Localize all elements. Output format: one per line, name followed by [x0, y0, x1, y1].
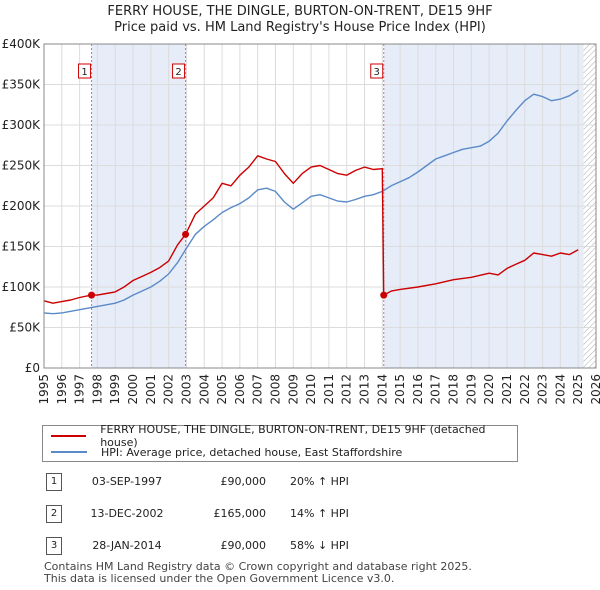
sale-marker-label: 3: [374, 67, 380, 78]
x-tick-label: 2025: [571, 374, 585, 405]
table-row: 2 13-DEC-2002 £165,000 14% ↑ HPI: [42, 504, 442, 524]
sale-marker-box: [78, 63, 92, 79]
sale-date: 03-SEP-1997: [91, 475, 163, 488]
y-tick-label: £250K: [2, 159, 42, 173]
x-tick-label: 2006: [233, 374, 247, 405]
legend-item-hpi: HPI: Average price, detached house, East…: [51, 444, 402, 460]
x-tick-label: 2022: [518, 374, 532, 405]
x-tick-label: 2011: [322, 374, 336, 405]
footer-copyright: Contains HM Land Registry data © Crown c…: [44, 560, 472, 573]
table-row: 1 03-SEP-1997 £90,000 20% ↑ HPI: [42, 472, 442, 492]
sale-marker-box: [370, 63, 384, 79]
sale-point: [182, 230, 190, 238]
x-tick-label: 1998: [90, 374, 104, 405]
sale-price: £90,000: [220, 475, 267, 488]
sale-date: 13-DEC-2002: [90, 507, 164, 520]
y-tick-label: £100K: [2, 280, 42, 294]
sale-date: 28-JAN-2014: [92, 539, 162, 552]
x-tick-label: 2018: [447, 374, 461, 405]
sale-number-badge: 1: [46, 473, 62, 491]
x-tick-label: 2026: [589, 374, 600, 405]
legend-swatch-hpi: [51, 451, 87, 453]
x-tick-label: 2001: [144, 374, 158, 405]
y-tick-label: £200K: [2, 199, 42, 213]
y-tick-label: £50K: [9, 321, 41, 335]
legend-item-property: FERRY HOUSE, THE DINGLE, BURTON-ON-TRENT…: [51, 423, 517, 449]
property-price-line: [43, 155, 579, 304]
sale-price: £165,000: [213, 507, 267, 520]
x-tick-label: 2024: [553, 374, 567, 405]
x-tick-label: 2010: [304, 374, 318, 405]
y-tick-label: £400K: [2, 37, 42, 51]
sale-marker-label: 1: [81, 67, 87, 78]
sale-marker-box: [172, 63, 186, 79]
legend-swatch-property: [51, 435, 87, 437]
table-row: 3 28-JAN-2014 £90,000 58% ↓ HPI: [42, 536, 442, 556]
sale-number-badge: 3: [46, 537, 62, 555]
hpi-line: [43, 89, 579, 315]
sale-hpi-diff: 20% ↑ HPI: [290, 475, 349, 488]
sale-hpi-diff: 14% ↑ HPI: [290, 507, 349, 520]
x-tick-label: 2008: [268, 374, 282, 405]
legend-label-hpi: HPI: Average price, detached house, East…: [101, 445, 403, 459]
chart-legend: FERRY HOUSE, THE DINGLE, BURTON-ON-TRENT…: [42, 423, 518, 462]
sale-number-badge: 2: [46, 505, 62, 523]
x-tick-label: 2020: [482, 374, 496, 405]
x-tick-label: 2023: [536, 374, 550, 405]
chart-subtitle: Price paid vs. HM Land Registry's House …: [114, 20, 486, 35]
plot-frame: [43, 43, 597, 369]
sale-marker-label: 2: [175, 67, 181, 78]
legend-label-property: FERRY HOUSE, THE DINGLE, BURTON-ON-TRENT…: [100, 423, 486, 449]
sale-price: £90,000: [220, 539, 267, 552]
x-tick-label: 2003: [179, 374, 193, 405]
footer-licence: This data is licensed under the Open Gov…: [44, 572, 395, 585]
x-tick-label: 1997: [73, 374, 87, 405]
x-tick-label: 2004: [197, 374, 211, 405]
x-tick-label: 1995: [37, 374, 51, 405]
x-tick-label: 2012: [340, 374, 354, 405]
x-tick-label: 2016: [411, 374, 425, 405]
y-tick-label: £300K: [2, 118, 42, 132]
x-tick-label: 2017: [429, 374, 443, 405]
x-tick-label: 2021: [500, 374, 514, 405]
x-tick-label: 2005: [215, 374, 229, 405]
chart-title: FERRY HOUSE, THE DINGLE, BURTON-ON-TRENT…: [107, 4, 493, 19]
x-tick-label: 2019: [464, 374, 478, 405]
x-tick-label: 1999: [108, 374, 122, 405]
x-tick-label: 2000: [126, 374, 140, 405]
price-chart: 1 2 3 £0 £50K £100K £150K £200K £250K £300K £350K…: [2, 37, 600, 405]
x-tick-label: 2009: [286, 374, 300, 405]
x-tick-label: 2013: [358, 374, 372, 405]
x-tick-label: 2014: [375, 374, 389, 405]
y-tick-label: £0: [25, 361, 40, 375]
x-tick-label: 1996: [55, 374, 69, 405]
x-tick-label: 2015: [393, 374, 407, 405]
sale-point: [88, 291, 96, 299]
y-tick-label: £350K: [2, 78, 42, 92]
sale-hpi-diff: 58% ↓ HPI: [290, 539, 349, 552]
y-tick-label: £150K: [2, 240, 42, 254]
x-tick-label: 2007: [251, 374, 265, 405]
x-tick-label: 2002: [162, 374, 176, 405]
sale-point: [380, 291, 388, 299]
